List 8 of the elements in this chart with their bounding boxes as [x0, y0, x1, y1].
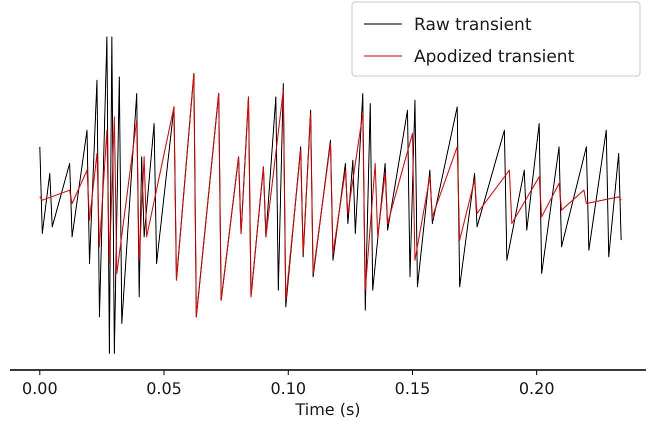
x-tick-label: 0.00 — [22, 379, 58, 398]
x-tick-label: 0.15 — [394, 379, 430, 398]
x-tick-label: 0.05 — [146, 379, 182, 398]
x-tick-label: 0.20 — [518, 379, 554, 398]
legend-label: Apodized transient — [414, 47, 575, 67]
x-axis-title: Time (s) — [294, 400, 361, 419]
x-tick-label: 0.10 — [270, 379, 306, 398]
legend-label: Raw transient — [414, 15, 532, 35]
